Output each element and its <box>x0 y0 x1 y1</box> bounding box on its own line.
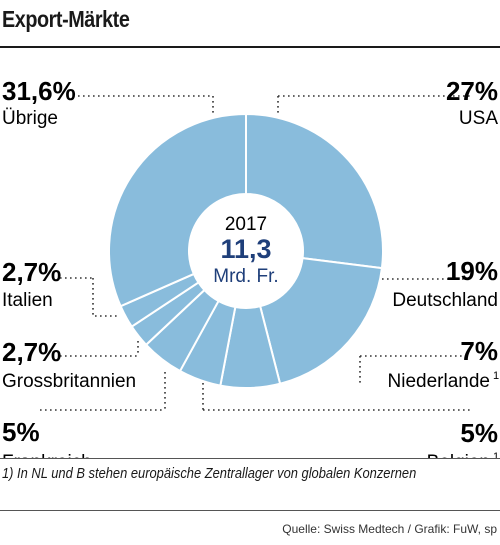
label-name--brige: Übrige <box>2 108 58 129</box>
label-name-usa: USA <box>459 108 498 129</box>
donut-chart: 27%USA19%Deutschland7%Niederlande15%Belg… <box>2 76 499 458</box>
label-name-niederlande: Niederlande <box>388 371 490 392</box>
source-rule <box>0 510 500 511</box>
label-pct-grossbritannien: 2,7% <box>2 337 61 367</box>
footnote-rule <box>0 458 500 459</box>
label-pct-italien: 2,7% <box>2 257 61 287</box>
label-pct-belgien: 5% <box>460 418 498 448</box>
label-name-deutschland: Deutschland <box>392 290 498 311</box>
label-pct-frankreich: 5% <box>2 417 40 447</box>
label-name-belgien: Belgien <box>427 452 490 458</box>
slice--brige <box>108 112 247 308</box>
source-credit: Quelle: Swiss Medtech / Grafik: FuW, sp <box>282 522 497 536</box>
title-rule <box>0 46 500 48</box>
leader-lines-group <box>40 95 470 411</box>
label-pct-deutschland: 19% <box>446 256 498 286</box>
chart-title: Export-Märkte <box>2 6 130 32</box>
footnote-mark-niederlande: 1 <box>493 370 499 382</box>
slice-deutschland <box>258 257 384 385</box>
center-group: 2017 11,3 Mrd. Fr. <box>213 214 278 287</box>
label-pct--brige: 31,6% <box>2 76 76 106</box>
center-value: 11,3 <box>220 234 271 264</box>
label-pct-niederlande: 7% <box>460 336 498 366</box>
footnote: 1) In NL und B stehen europäische Zentra… <box>2 465 417 482</box>
center-unit: Mrd. Fr. <box>213 266 278 287</box>
center-year: 2017 <box>225 214 267 235</box>
label-name-italien: Italien <box>2 290 53 311</box>
label-name-grossbritannien: Grossbritannien <box>2 371 136 392</box>
slice-usa <box>245 112 384 270</box>
label-pct-usa: 27% <box>446 76 498 106</box>
label-name-frankreich: Frankreich <box>2 452 92 458</box>
labels-group: 27%USA19%Deutschland7%Niederlande15%Belg… <box>2 76 499 458</box>
leader-drop-italien <box>92 278 120 317</box>
slices-group <box>108 112 384 389</box>
footnote-mark-belgien: 1 <box>493 451 499 458</box>
